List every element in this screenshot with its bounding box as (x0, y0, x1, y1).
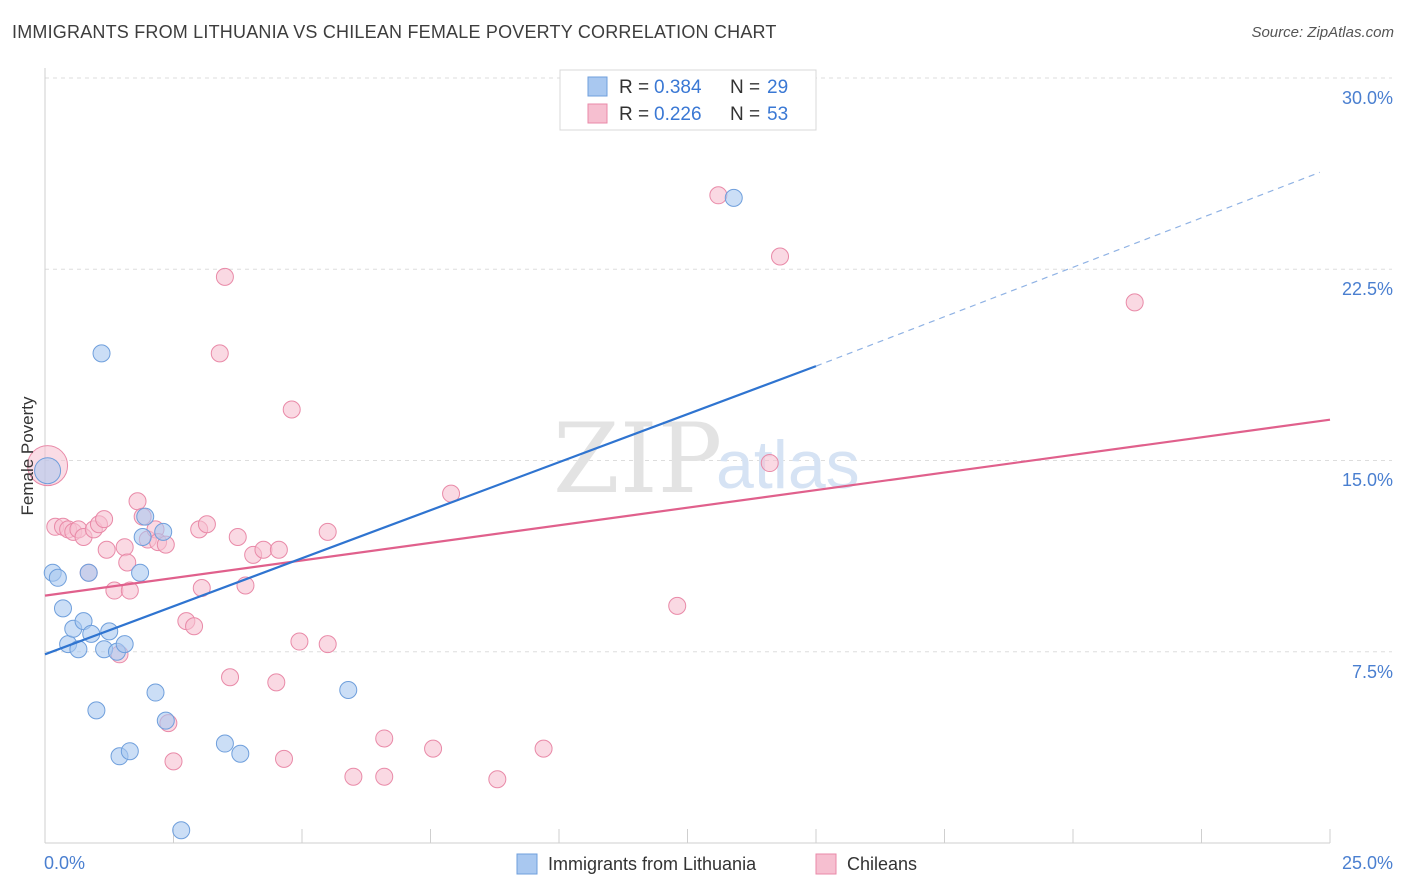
legend-n-value-chileans: 53 (767, 104, 788, 125)
bottom-legend: Immigrants from Lithuania Chileans (516, 853, 917, 875)
data-point-chileans[interactable] (254, 540, 273, 559)
data-point-chileans[interactable] (534, 739, 553, 758)
data-point-lithuania[interactable] (172, 821, 191, 840)
bottom-legend-label-lithuania: Immigrants from Lithuania (548, 854, 757, 874)
y-tick-label: 30.0% (1342, 88, 1393, 108)
data-point-lithuania[interactable] (92, 344, 111, 363)
y-tick-label: 7.5% (1352, 662, 1393, 682)
data-point-lithuania[interactable] (53, 599, 72, 618)
data-point-chileans[interactable] (267, 673, 286, 692)
data-point-chileans[interactable] (318, 635, 337, 654)
trend-line-lithuania (44, 365, 817, 656)
watermark-zip: ZIP (553, 403, 722, 515)
legend-r-label: R = (619, 77, 649, 98)
data-point-chileans[interactable] (1125, 293, 1144, 312)
data-point-chileans[interactable] (197, 515, 216, 534)
x-tick-label-max: 25.0% (1342, 853, 1393, 873)
legend-r-value-lithuania: 0.384 (654, 77, 702, 98)
trend-line-lithuania-extension (815, 171, 1320, 367)
data-point-chileans[interactable] (210, 344, 229, 363)
data-point-chileans[interactable] (120, 581, 139, 600)
watermark-atlas: atlas (716, 427, 860, 503)
data-point-chileans[interactable] (118, 553, 137, 572)
data-point-chileans[interactable] (375, 767, 394, 786)
data-point-lithuania[interactable] (156, 711, 175, 730)
data-point-lithuania[interactable] (133, 528, 152, 546)
data-point-chileans[interactable] (228, 528, 247, 546)
legend-swatch-chileans (587, 103, 608, 124)
data-point-chileans[interactable] (760, 454, 779, 473)
data-point-chileans[interactable] (128, 492, 147, 511)
chart-title: IMMIGRANTS FROM LITHUANIA VS CHILEAN FEM… (12, 22, 777, 42)
data-point-lithuania[interactable] (115, 635, 134, 654)
bottom-legend-label-chileans: Chileans (847, 854, 917, 874)
data-point-lithuania[interactable] (87, 701, 106, 720)
data-point-chileans[interactable] (771, 247, 790, 266)
data-point-lithuania[interactable] (724, 188, 743, 207)
data-point-chileans[interactable] (164, 752, 183, 771)
data-point-chileans[interactable] (275, 749, 294, 768)
data-point-chileans[interactable] (282, 400, 301, 419)
legend-n-label: N = (730, 104, 760, 125)
y-tick-label: 22.5% (1342, 279, 1393, 299)
y-axis-label: Female Poverty (18, 396, 37, 516)
bottom-legend-swatch-lithuania (516, 853, 538, 875)
legend-swatch-lithuania (587, 76, 608, 97)
y-tick-label: 15.0% (1342, 470, 1393, 490)
legend-r-label: R = (619, 104, 649, 125)
trend-line-chileans (44, 418, 1331, 597)
data-point-lithuania[interactable] (131, 563, 150, 582)
legend-n-label: N = (730, 77, 760, 98)
data-point-chileans[interactable] (709, 186, 728, 205)
data-point-lithuania[interactable] (120, 742, 139, 761)
data-point-chileans[interactable] (375, 729, 394, 748)
data-point-chileans[interactable] (290, 632, 309, 651)
bottom-legend-swatch-chileans (815, 853, 837, 875)
data-point-chileans[interactable] (318, 522, 337, 541)
data-point-chileans[interactable] (221, 668, 240, 687)
data-point-lithuania[interactable] (339, 681, 358, 699)
data-point-chileans[interactable] (115, 538, 134, 557)
source-label: Source: ZipAtlas.com (1251, 24, 1394, 41)
data-point-lithuania[interactable] (231, 744, 250, 763)
data-point-chileans[interactable] (668, 596, 687, 615)
legend-r-value-chileans: 0.226 (654, 104, 702, 125)
data-point-chileans[interactable] (97, 540, 116, 559)
data-point-lithuania[interactable] (154, 522, 173, 541)
data-point-chileans[interactable] (215, 267, 234, 286)
data-point-lithuania[interactable] (146, 683, 165, 702)
data-point-chileans[interactable] (185, 617, 204, 636)
legend-box: R = 0.384 N = 29 R = 0.226 N = 53 (559, 69, 817, 131)
series-lithuania-points (34, 188, 743, 840)
data-point-lithuania[interactable] (48, 568, 67, 587)
data-point-chileans[interactable] (424, 739, 443, 758)
data-point-lithuania[interactable] (34, 457, 62, 485)
gridlines (45, 77, 1392, 653)
x-axis-ticks (44, 829, 1331, 843)
data-point-chileans[interactable] (488, 770, 507, 789)
data-point-chileans[interactable] (95, 510, 114, 529)
x-tick-label-min: 0.0% (44, 853, 85, 873)
data-point-chileans[interactable] (344, 767, 363, 786)
data-point-lithuania[interactable] (79, 563, 98, 582)
data-point-lithuania[interactable] (136, 507, 155, 526)
legend-n-value-lithuania: 29 (767, 77, 788, 98)
data-point-lithuania[interactable] (215, 734, 234, 753)
data-point-chileans[interactable] (269, 540, 288, 559)
